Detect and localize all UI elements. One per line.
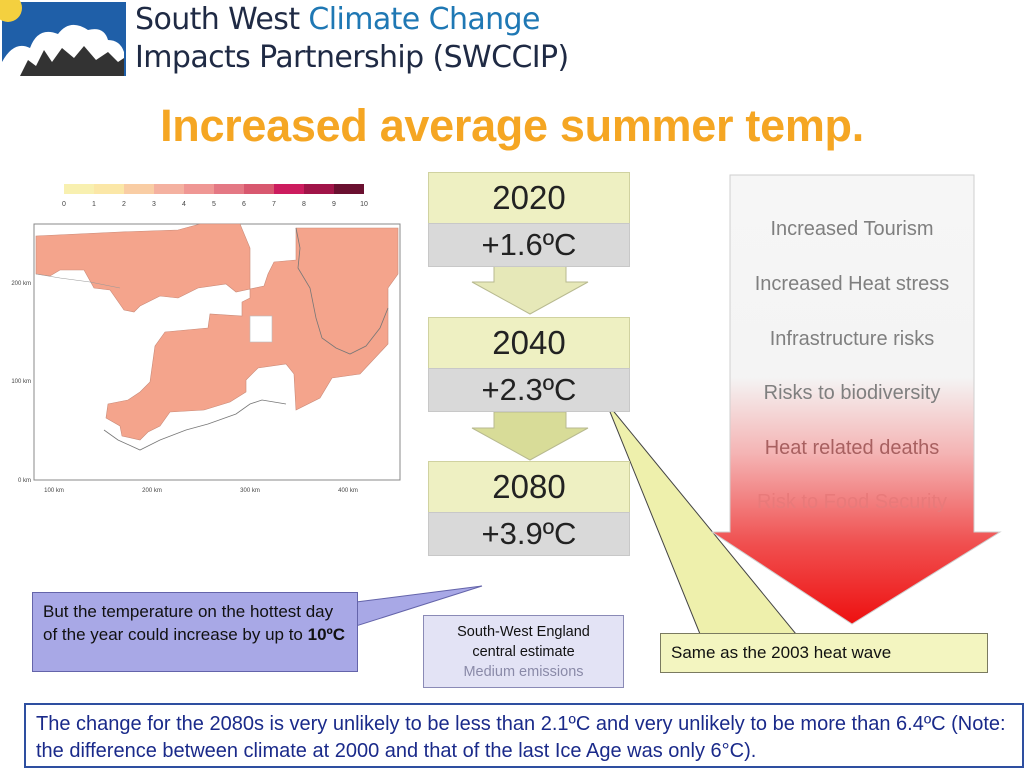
hottest-day-text: But the temperature on the hottest day o… bbox=[43, 602, 334, 644]
legend-swatch bbox=[94, 184, 124, 194]
legend-swatch bbox=[244, 184, 274, 194]
legend-tick-label: 0 bbox=[62, 201, 66, 208]
map-y-tick-label: 200 km bbox=[11, 281, 31, 287]
impact-food-security: Risk to Food Security bbox=[756, 491, 948, 513]
map-x-tick-label: 300 km bbox=[240, 488, 260, 494]
map-x-tick-label: 400 km bbox=[338, 488, 358, 494]
legend-tick-label: 1 bbox=[92, 201, 96, 208]
legend-tick-label: 7 bbox=[272, 201, 276, 208]
swccip-logo bbox=[0, 0, 126, 76]
map-x-ticks: 100 km 200 km 300 km 400 km bbox=[44, 488, 358, 494]
heatwave-callout: Same as the 2003 heat wave bbox=[660, 633, 988, 673]
legend-swatch bbox=[334, 184, 364, 194]
down-arrow-1 bbox=[471, 265, 589, 315]
legend-tick-label: 8 bbox=[302, 201, 306, 208]
legend-swatch bbox=[154, 184, 184, 194]
estimate-type: central estimate bbox=[472, 644, 575, 660]
map-y-tick-label: 0 km bbox=[18, 478, 31, 484]
sun-icon bbox=[0, 0, 22, 22]
temp-2080: +3.9ºC bbox=[428, 512, 630, 556]
legend-tick-label: 10 bbox=[360, 201, 368, 208]
legend-tick-label: 9 bbox=[332, 201, 336, 208]
temp-2020: +1.6ºC bbox=[428, 223, 630, 267]
legend-swatch bbox=[124, 184, 154, 194]
map-x-tick-label: 200 km bbox=[142, 488, 162, 494]
map-y-ticks: 200 km 100 km 0 km bbox=[11, 281, 31, 484]
down-arrow-2 bbox=[471, 411, 589, 461]
hottest-day-value: 10ºC bbox=[307, 625, 346, 644]
estimate-scenario: Medium emissions bbox=[463, 664, 584, 680]
legend-swatch bbox=[304, 184, 334, 194]
legend-swatch bbox=[64, 184, 94, 194]
flow-arrows bbox=[471, 265, 798, 635]
legend-tick-label: 6 bbox=[242, 201, 246, 208]
org-name-line1: South West Climate Change bbox=[135, 2, 540, 37]
year-2080: 2080 bbox=[428, 461, 630, 513]
impact-heat-related-deaths: Heat related deaths bbox=[764, 437, 940, 459]
legend-tick-label: 4 bbox=[182, 201, 186, 208]
impacts-arrow bbox=[710, 174, 1002, 625]
legend-tick-label: 2 bbox=[122, 201, 126, 208]
hottest-day-callout: But the temperature on the hottest day o… bbox=[32, 592, 358, 672]
footnote: The change for the 2080s is very unlikel… bbox=[24, 703, 1024, 768]
map-x-tick-label: 100 km bbox=[44, 488, 64, 494]
year-2020: 2020 bbox=[428, 172, 630, 224]
legend-tick-label: 5 bbox=[212, 201, 216, 208]
legend-tick-label: 3 bbox=[152, 201, 156, 208]
estimate-label: South-West England central estimate Medi… bbox=[423, 615, 624, 688]
estimate-region: South-West England bbox=[457, 624, 590, 640]
map-legend: 0 1 2 3 4 5 6 7 8 9 10 bbox=[62, 184, 368, 208]
org-name-line2: Impacts Partnership (SWCCIP) bbox=[135, 40, 569, 75]
impact-biodiversity-risks: Risks to biodiversity bbox=[763, 382, 941, 404]
legend-swatch bbox=[214, 184, 244, 194]
impact-increased-tourism: Increased Tourism bbox=[770, 218, 934, 240]
legend-swatch bbox=[274, 184, 304, 194]
impact-infrastructure-risks: Infrastructure risks bbox=[769, 328, 935, 350]
year-2040: 2040 bbox=[428, 317, 630, 369]
warming-region bbox=[35, 223, 399, 441]
map-y-tick-label: 100 km bbox=[11, 379, 31, 385]
slide-title: Increased average summer temp. bbox=[160, 100, 864, 151]
impact-heat-stress: Increased Heat stress bbox=[754, 273, 950, 295]
legend-swatch bbox=[184, 184, 214, 194]
temp-2040: +2.3ºC bbox=[428, 368, 630, 412]
